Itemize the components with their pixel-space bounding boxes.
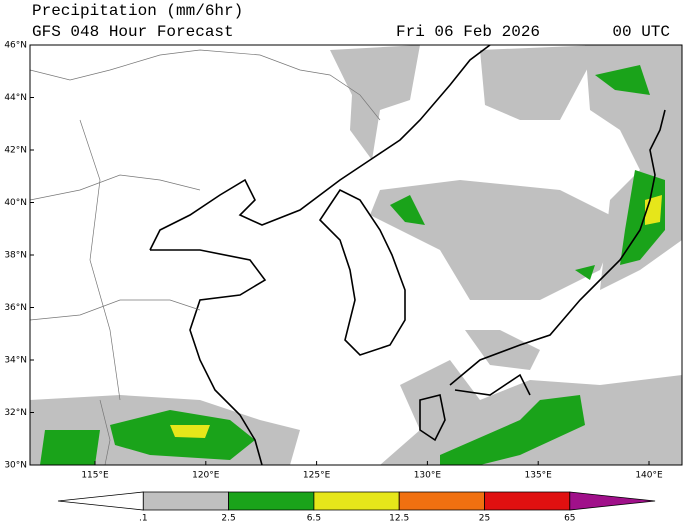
- colorbar-label: 65: [564, 514, 575, 524]
- colorbar-segment: [569, 491, 656, 511]
- lat-label: 32°N: [4, 408, 27, 418]
- colorbar-segment: [398, 491, 485, 511]
- colorbar-segment: [228, 491, 315, 511]
- colorbar-label: .1: [139, 514, 148, 524]
- lat-label: 34°N: [4, 356, 27, 366]
- colorbar-segment: [313, 491, 400, 511]
- lon-label: 135°E: [525, 471, 553, 481]
- colorbar-segment: [142, 491, 229, 511]
- lat-label: 40°N: [4, 198, 27, 208]
- lat-label: 46°N: [4, 41, 27, 51]
- title: Precipitation (mm/6hr): [32, 2, 243, 20]
- lon-label: 115°E: [81, 471, 109, 481]
- colorbar-segment: [484, 491, 571, 511]
- subtitle: GFS 048 Hour Forecast: [32, 23, 234, 41]
- lat-label: 44°N: [4, 93, 27, 103]
- lat-label: 30°N: [4, 461, 27, 471]
- colorbar-label: 6.5: [307, 514, 321, 524]
- lat-label: 38°N: [4, 251, 27, 261]
- lat-label: 42°N: [4, 146, 27, 156]
- lon-label: 130°E: [414, 471, 442, 481]
- valid-time: 00 UTC: [612, 23, 670, 41]
- precip-moderate: [40, 65, 665, 465]
- valid-date: Fri 06 Feb 2026: [396, 23, 540, 41]
- colorbar-segment: [57, 491, 144, 511]
- colorbar-label: 25: [479, 514, 490, 524]
- lon-label: 120°E: [192, 471, 220, 481]
- coastlines: [149, 45, 666, 465]
- lon-label: 125°E: [303, 471, 331, 481]
- map-area: [30, 45, 682, 465]
- lat-label: 36°N: [4, 303, 27, 313]
- colorbar-label: 12.5: [389, 514, 409, 524]
- borders: [30, 49, 381, 465]
- colorbar-label: 2.5: [221, 514, 235, 524]
- lon-label: 140°E: [635, 471, 663, 481]
